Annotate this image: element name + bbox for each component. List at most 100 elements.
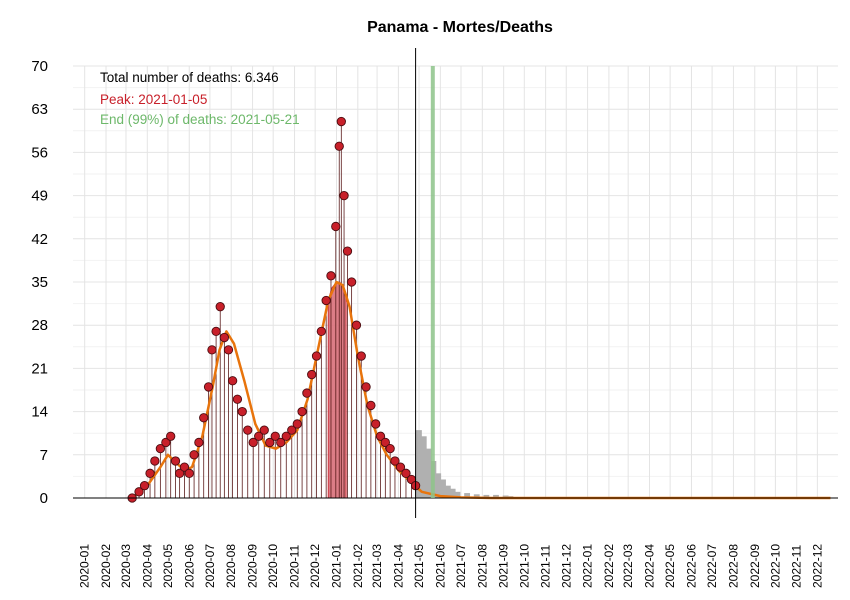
observed-point bbox=[361, 382, 371, 392]
chart-title: Panama - Mortes/Deaths bbox=[367, 19, 553, 36]
x-tick-label: 2021-11 bbox=[539, 545, 553, 588]
observed-point bbox=[351, 320, 362, 330]
x-tick-label: 2021-05 bbox=[412, 544, 426, 588]
observed-point bbox=[339, 190, 349, 201]
y-tick-label: 63 bbox=[31, 101, 48, 118]
forecast-bars bbox=[416, 430, 514, 498]
y-tick-label: 21 bbox=[31, 360, 48, 377]
x-tick-label: 2022-08 bbox=[726, 544, 740, 588]
observed-point bbox=[134, 487, 144, 497]
tick-labels: 0 7 14 21 28 35 42 49 56 63 70 2020-01 2020-02 2020-0… bbox=[31, 58, 824, 588]
observed-point bbox=[199, 413, 209, 423]
observed-point bbox=[161, 437, 171, 448]
x-tick-label: 2022-07 bbox=[705, 544, 719, 588]
x-tick-label: 2020-12 bbox=[308, 544, 322, 588]
total-deaths-annotation: Total number of deaths: 6.346 bbox=[100, 70, 279, 85]
y-tick-label: 14 bbox=[31, 404, 48, 421]
x-tick-label: 2021-03 bbox=[370, 544, 384, 588]
x-tick-label: 2020-05 bbox=[161, 544, 175, 588]
observed-point bbox=[342, 246, 353, 256]
forecast-bar bbox=[464, 493, 471, 498]
observed-point bbox=[145, 468, 155, 478]
observed-point bbox=[380, 437, 390, 448]
x-tick-label: 2021-12 bbox=[559, 544, 573, 588]
observed-point bbox=[270, 431, 280, 441]
observed-point bbox=[366, 400, 376, 411]
peak-annotation: Peak: 2021-01-05 bbox=[100, 92, 207, 107]
x-tick-label: 2021-07 bbox=[454, 544, 468, 588]
observed-point bbox=[243, 425, 253, 435]
observed-point bbox=[139, 481, 150, 491]
observed-point bbox=[166, 431, 176, 441]
y-tick-label: 35 bbox=[31, 274, 48, 291]
observed-point bbox=[401, 468, 411, 478]
x-tick-label: 2022-01 bbox=[581, 544, 595, 588]
observed-point bbox=[276, 437, 286, 448]
observed-point bbox=[390, 456, 400, 466]
forecast-bar bbox=[416, 430, 422, 498]
forecast-bar bbox=[440, 479, 446, 498]
forecast-bar bbox=[473, 494, 480, 498]
y-tick-label: 70 bbox=[31, 58, 48, 75]
forecast-bar bbox=[435, 473, 442, 498]
x-tick-label: 2022-10 bbox=[768, 544, 782, 588]
x-tick-label: 2020-09 bbox=[246, 544, 260, 588]
observed-point bbox=[326, 271, 336, 281]
observed-point bbox=[254, 431, 264, 441]
observed-point bbox=[194, 437, 204, 448]
forecast-bar bbox=[493, 494, 499, 498]
x-tick-label: 2022-04 bbox=[643, 544, 657, 588]
observed-point bbox=[219, 332, 229, 343]
observed-point bbox=[371, 419, 381, 429]
observed-point bbox=[215, 302, 225, 312]
observed-point bbox=[170, 456, 181, 466]
observed-point bbox=[211, 326, 221, 337]
axes bbox=[73, 48, 838, 518]
x-tick-label: 2020-02 bbox=[99, 544, 113, 588]
x-tick-label: 2022-02 bbox=[602, 544, 616, 588]
observed-points bbox=[127, 116, 421, 503]
x-tick-label: 2020-07 bbox=[203, 544, 217, 588]
observed-point bbox=[281, 431, 291, 441]
x-tick-label: 2021-04 bbox=[391, 544, 405, 588]
observed-point bbox=[331, 221, 341, 232]
observed-point bbox=[174, 468, 185, 478]
y-tick-label: 42 bbox=[31, 231, 48, 248]
x-tick-label: 2020-03 bbox=[119, 544, 133, 588]
observed-point bbox=[316, 326, 326, 337]
x-tick-label: 2022-05 bbox=[663, 544, 677, 588]
x-tick-label: 2020-04 bbox=[140, 544, 154, 588]
observed-point bbox=[207, 345, 217, 355]
grid bbox=[73, 65, 838, 499]
observed-point bbox=[321, 295, 331, 306]
x-tick-label: 2021-06 bbox=[433, 544, 447, 588]
forecast-bar bbox=[454, 491, 461, 498]
observed-point bbox=[334, 141, 344, 151]
observed-point bbox=[302, 388, 312, 398]
x-tick-label: 2021-10 bbox=[517, 544, 531, 588]
x-tick-label: 2021-08 bbox=[475, 544, 489, 588]
forecast-bar bbox=[425, 448, 432, 498]
x-tick-label: 2020-10 bbox=[266, 544, 280, 588]
observed-point bbox=[189, 450, 199, 460]
x-tick-label: 2022-11 bbox=[790, 545, 804, 588]
y-tick-label: 28 bbox=[31, 317, 48, 334]
observed-point bbox=[311, 351, 322, 361]
observed-point bbox=[292, 419, 302, 429]
forecast-bar bbox=[444, 485, 451, 498]
x-tick-label: 2021-01 bbox=[329, 544, 343, 588]
observed-point bbox=[248, 437, 258, 448]
x-tick-label: 2022-09 bbox=[748, 544, 762, 588]
observed-point bbox=[287, 425, 297, 435]
x-tick-label: 2020-06 bbox=[182, 544, 196, 588]
observed-point bbox=[375, 431, 386, 441]
observed-point bbox=[184, 468, 194, 478]
x-tick-label: 2021-02 bbox=[351, 544, 365, 588]
observed-point bbox=[385, 443, 395, 454]
observed-point bbox=[232, 394, 243, 404]
observed-point bbox=[336, 116, 346, 127]
observed-point bbox=[265, 437, 275, 448]
y-tick-label: 0 bbox=[40, 490, 48, 507]
observed-point bbox=[297, 406, 307, 417]
